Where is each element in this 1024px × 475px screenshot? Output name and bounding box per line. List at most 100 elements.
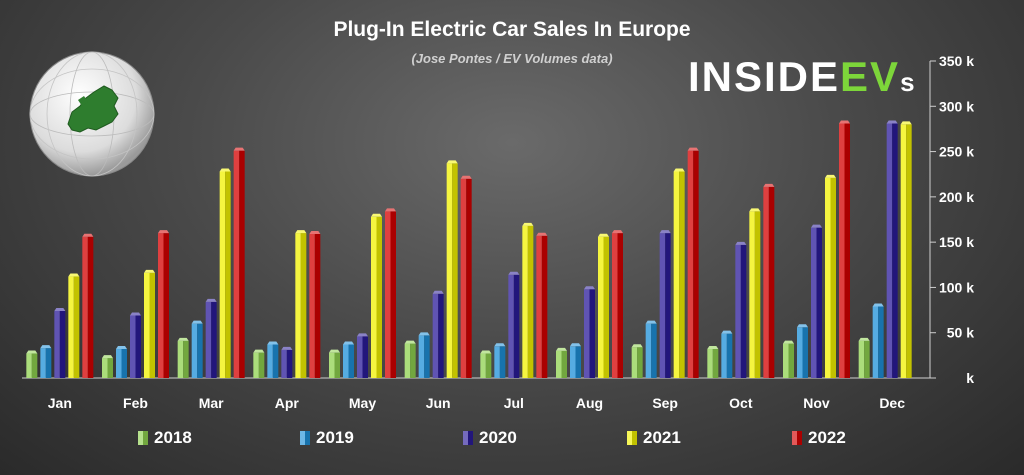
x-tick-label: Jun xyxy=(426,395,451,411)
x-tick-label: Nov xyxy=(803,395,830,411)
legend-item-2019: 2019 xyxy=(300,428,354,448)
x-tick-label: Sep xyxy=(652,395,678,411)
bar xyxy=(494,343,506,378)
bar xyxy=(205,298,217,378)
y-tick-label: 200 k xyxy=(939,189,974,205)
chart-legend: 2018 2019 2020 2021 2022 xyxy=(0,428,1024,452)
logo-s: s xyxy=(900,67,917,97)
bar xyxy=(144,269,155,378)
bar xyxy=(460,175,472,378)
y-tick-label: k xyxy=(966,370,974,386)
bar xyxy=(645,320,657,378)
bar xyxy=(584,286,595,378)
bar xyxy=(886,120,898,378)
logo-ev: EV xyxy=(840,53,901,100)
x-tick-label: Aug xyxy=(576,395,603,411)
bar xyxy=(783,340,794,378)
legend-swatch xyxy=(627,431,637,445)
bar xyxy=(26,350,38,378)
bar xyxy=(267,341,279,378)
x-tick-label: Apr xyxy=(275,395,300,411)
legend-label: 2018 xyxy=(154,428,192,447)
y-tick-label: 100 k xyxy=(939,279,974,295)
legend-label: 2022 xyxy=(808,428,846,447)
bar xyxy=(295,230,307,378)
legend-swatch xyxy=(463,431,473,445)
y-tick-label: 250 k xyxy=(939,144,974,160)
x-tick-label: May xyxy=(349,395,376,411)
bar xyxy=(253,349,265,378)
bar xyxy=(508,271,520,378)
bar xyxy=(612,230,623,378)
chart-title: Plug-In Electric Car Sales In Europe xyxy=(333,18,691,41)
bar xyxy=(735,241,747,378)
x-tick-label: Jan xyxy=(48,395,72,411)
legend-item-2022: 2022 xyxy=(792,428,846,448)
bar xyxy=(233,147,245,378)
chart-subtitle: (Jose Pontes / EV Volumes data) xyxy=(411,51,613,66)
bar xyxy=(763,183,775,378)
bar xyxy=(130,312,141,378)
legend-item-2020: 2020 xyxy=(463,428,517,448)
bar xyxy=(418,332,430,378)
bar xyxy=(102,355,113,378)
bar xyxy=(522,222,534,378)
bar xyxy=(659,230,671,378)
bar xyxy=(404,340,416,378)
bar xyxy=(536,232,548,378)
x-tick-label: Feb xyxy=(123,395,148,411)
bar xyxy=(371,213,382,378)
legend-label: 2020 xyxy=(479,428,517,447)
bar xyxy=(40,345,52,378)
bar xyxy=(858,337,870,378)
legend-swatch xyxy=(792,431,802,445)
y-tick-label: 50 k xyxy=(947,325,974,341)
bar xyxy=(357,333,368,378)
bar xyxy=(158,230,169,378)
legend-label: 2019 xyxy=(316,428,354,447)
bar xyxy=(329,349,340,378)
bar xyxy=(68,273,80,378)
bar xyxy=(343,341,354,378)
bar xyxy=(749,208,761,378)
bar xyxy=(598,233,609,378)
bar xyxy=(797,324,808,378)
bar xyxy=(872,303,884,378)
bar xyxy=(82,233,94,378)
bar xyxy=(480,350,492,378)
bar xyxy=(385,208,396,378)
legend-swatch xyxy=(138,431,148,445)
legend-label: 2021 xyxy=(643,428,681,447)
bar xyxy=(687,147,699,378)
bar xyxy=(631,344,643,378)
bar xyxy=(309,230,321,378)
globe-icon xyxy=(29,51,155,177)
bar xyxy=(54,307,66,378)
legend-swatch xyxy=(300,431,310,445)
legend-item-2021: 2021 xyxy=(627,428,681,448)
x-tick-label: Mar xyxy=(199,395,224,411)
y-tick-label: 300 k xyxy=(939,98,974,114)
bar xyxy=(191,320,203,378)
insideevs-logo: INSIDEEVs xyxy=(688,56,917,98)
x-tick-label: Jul xyxy=(504,395,524,411)
bar xyxy=(673,168,685,378)
bar xyxy=(811,224,822,378)
bar xyxy=(707,346,719,378)
bar xyxy=(116,346,127,378)
bar xyxy=(219,168,231,378)
legend-item-2018: 2018 xyxy=(138,428,192,448)
bar xyxy=(432,290,444,378)
x-tick-label: Oct xyxy=(729,395,753,411)
x-tick-label: Dec xyxy=(879,395,905,411)
bar xyxy=(721,330,733,378)
bar xyxy=(839,120,850,378)
bar xyxy=(177,337,189,378)
bar xyxy=(825,174,836,378)
y-tick-label: 150 k xyxy=(939,234,974,250)
bar xyxy=(570,343,581,378)
y-tick-label: 350 k xyxy=(939,53,974,69)
bar xyxy=(446,160,458,378)
